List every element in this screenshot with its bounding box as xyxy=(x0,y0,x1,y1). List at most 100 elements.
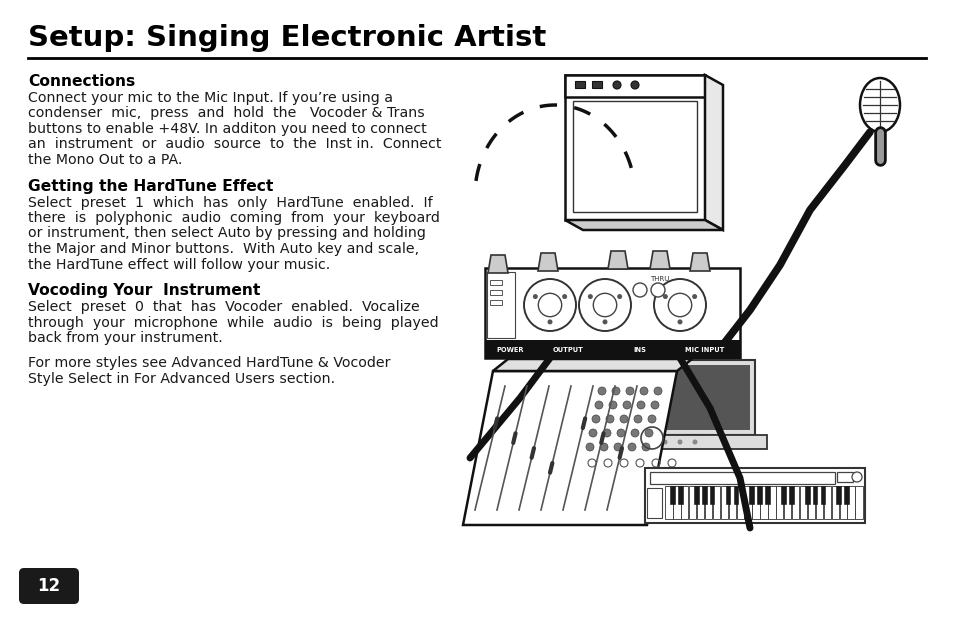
Circle shape xyxy=(650,401,659,409)
Polygon shape xyxy=(607,251,627,269)
Circle shape xyxy=(627,443,636,451)
Text: OUTPUT: OUTPUT xyxy=(553,347,583,353)
Bar xyxy=(712,486,720,519)
Bar xyxy=(839,486,846,519)
Circle shape xyxy=(647,415,656,423)
Circle shape xyxy=(641,443,649,451)
Circle shape xyxy=(639,387,647,395)
Bar xyxy=(664,486,672,519)
Bar xyxy=(575,81,584,88)
Text: INS: INS xyxy=(633,347,645,353)
Bar xyxy=(725,486,730,504)
Circle shape xyxy=(613,81,620,89)
Bar xyxy=(843,486,848,504)
Bar xyxy=(743,486,751,519)
Text: THRU: THRU xyxy=(650,276,669,282)
Bar xyxy=(486,272,515,338)
Bar xyxy=(490,290,501,295)
Bar xyxy=(697,486,703,519)
Circle shape xyxy=(617,429,624,437)
Bar xyxy=(788,486,793,504)
Polygon shape xyxy=(704,75,722,230)
Circle shape xyxy=(851,472,862,482)
Polygon shape xyxy=(537,253,558,271)
Bar xyxy=(633,435,766,449)
Circle shape xyxy=(578,279,630,331)
Bar xyxy=(564,75,704,97)
Circle shape xyxy=(587,294,592,299)
Bar xyxy=(736,486,743,519)
Bar xyxy=(781,486,785,504)
Text: there  is  polyphonic  audio  coming  from  your  keyboard: there is polyphonic audio coming from yo… xyxy=(28,211,439,225)
Circle shape xyxy=(605,415,614,423)
Text: the Mono Out to a PA.: the Mono Out to a PA. xyxy=(28,153,182,167)
Bar xyxy=(564,75,704,220)
Circle shape xyxy=(602,320,607,324)
Polygon shape xyxy=(689,253,709,271)
Text: MIC INPUT: MIC INPUT xyxy=(684,347,723,353)
Circle shape xyxy=(592,415,599,423)
Polygon shape xyxy=(564,220,722,230)
Bar xyxy=(757,486,761,504)
Circle shape xyxy=(612,387,619,395)
Bar xyxy=(836,486,841,504)
Circle shape xyxy=(585,443,594,451)
Circle shape xyxy=(677,439,681,444)
Bar xyxy=(644,360,754,435)
Text: Connections: Connections xyxy=(28,74,135,89)
Text: Setup: Singing Electronic Artist: Setup: Singing Electronic Artist xyxy=(28,24,546,52)
Bar xyxy=(748,486,753,504)
Circle shape xyxy=(692,294,697,299)
Bar xyxy=(490,280,501,285)
Text: Select  preset  0  that  has  Vocoder  enabled.  Vocalize: Select preset 0 that has Vocoder enabled… xyxy=(28,300,419,314)
Ellipse shape xyxy=(859,78,899,132)
Circle shape xyxy=(547,320,552,324)
Bar xyxy=(592,81,601,88)
Circle shape xyxy=(608,401,617,409)
Text: through  your  microphone  while  audio  is  being  played: through your microphone while audio is b… xyxy=(28,316,438,329)
Circle shape xyxy=(654,279,705,331)
Bar xyxy=(673,486,679,519)
Polygon shape xyxy=(488,255,507,273)
Bar xyxy=(709,486,714,504)
Bar xyxy=(855,486,862,519)
Text: an  instrument  or  audio  source  to  the  Inst in.  Connect: an instrument or audio source to the Ins… xyxy=(28,137,441,151)
Bar xyxy=(776,486,782,519)
Bar xyxy=(484,340,740,358)
Circle shape xyxy=(537,294,561,316)
Bar xyxy=(733,486,738,504)
Bar xyxy=(701,486,706,504)
Bar xyxy=(831,486,838,519)
Bar xyxy=(812,486,817,504)
Circle shape xyxy=(662,294,667,299)
Bar xyxy=(815,486,822,519)
Bar xyxy=(484,268,740,358)
Bar xyxy=(704,486,712,519)
Bar xyxy=(752,486,759,519)
Bar xyxy=(804,486,809,504)
Bar xyxy=(836,472,852,482)
Circle shape xyxy=(588,429,597,437)
Polygon shape xyxy=(493,359,691,371)
Bar xyxy=(573,101,697,212)
Text: the HardTune effect will follow your music.: the HardTune effect will follow your mus… xyxy=(28,258,330,271)
Bar xyxy=(678,486,682,504)
Text: Vocoding Your  Instrument: Vocoding Your Instrument xyxy=(28,283,260,298)
Circle shape xyxy=(633,283,646,297)
Text: Getting the HardTune Effect: Getting the HardTune Effect xyxy=(28,179,274,193)
Bar xyxy=(646,488,661,518)
Circle shape xyxy=(692,439,697,444)
Bar xyxy=(649,365,749,430)
Text: 12: 12 xyxy=(37,577,60,595)
Circle shape xyxy=(617,294,621,299)
Bar xyxy=(800,486,806,519)
Circle shape xyxy=(661,439,667,444)
Polygon shape xyxy=(649,251,669,269)
Polygon shape xyxy=(462,371,677,525)
Bar xyxy=(767,486,775,519)
Circle shape xyxy=(668,294,691,316)
Bar xyxy=(764,486,769,504)
Bar xyxy=(822,486,830,519)
Bar xyxy=(649,472,834,484)
Bar xyxy=(820,486,824,504)
